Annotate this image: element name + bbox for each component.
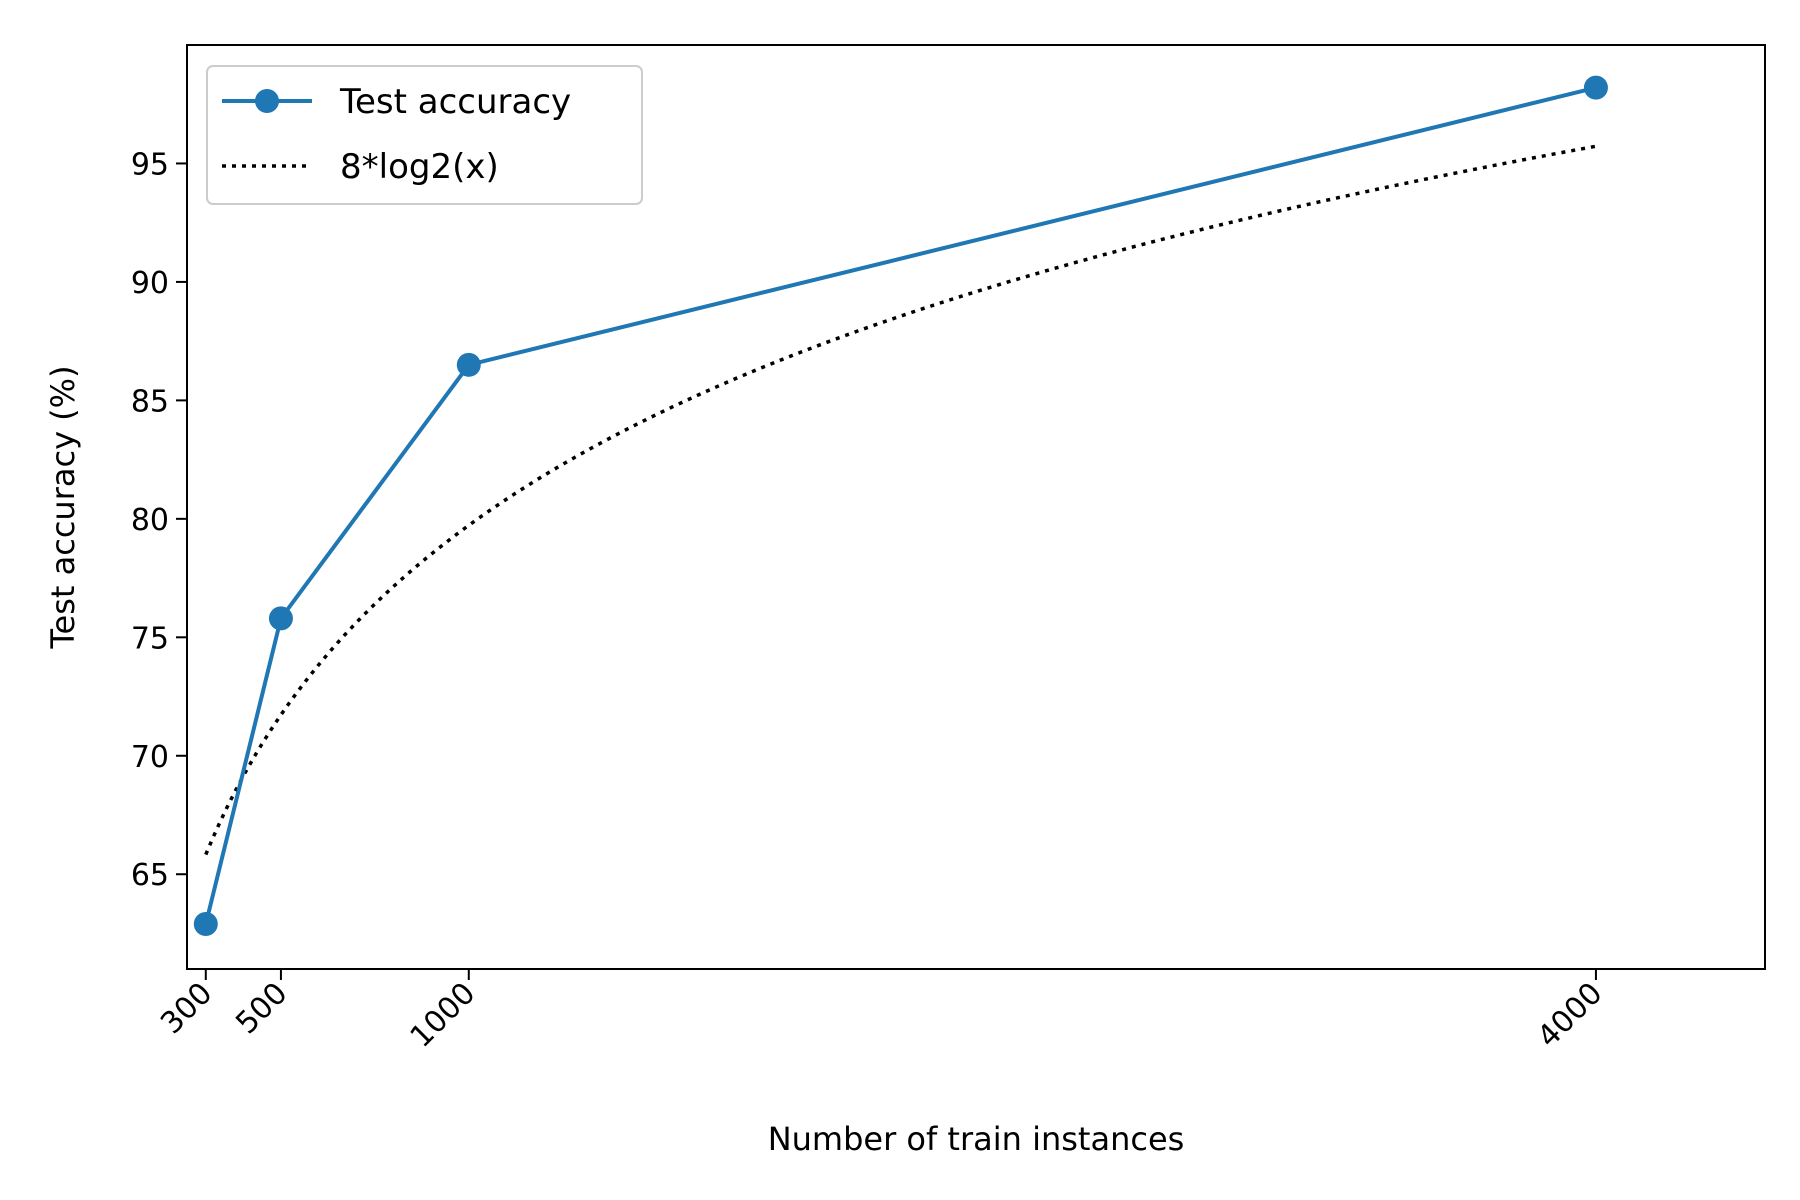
series-layer — [193, 75, 1608, 936]
legend-label-log-fit: 8*log2(x) — [340, 147, 499, 187]
x-tick-label: 4000 — [1531, 976, 1610, 1055]
x-axis-label: Number of train instances — [768, 1120, 1185, 1158]
x-tick-label: 500 — [229, 976, 294, 1041]
y-tick-label: 80 — [131, 503, 169, 538]
y-tick-label: 85 — [131, 384, 169, 419]
data-point-test-accuracy — [1583, 75, 1608, 100]
y-tick-label: 95 — [131, 147, 169, 182]
legend: Test accuracy 8*log2(x) — [206, 65, 643, 205]
y-tick-label: 75 — [131, 621, 169, 656]
y-axis-label: Test accuracy (%) — [44, 365, 82, 649]
ticks-layer: 300 500 1000 4000 65 70 75 80 85 90 95 — [131, 147, 1610, 1054]
y-tick-label: 90 — [131, 266, 169, 301]
legend-marker-test-accuracy — [255, 89, 279, 113]
series-line-test-accuracy — [203, 85, 1597, 925]
data-point-test-accuracy — [268, 606, 293, 631]
y-tick-label: 70 — [131, 740, 169, 775]
legend-label-test-accuracy: Test accuracy — [339, 82, 571, 122]
plot-frame — [186, 44, 1766, 970]
y-tick-label: 65 — [131, 858, 169, 893]
legend-box — [206, 65, 643, 205]
data-point-test-accuracy — [193, 911, 218, 936]
x-tick-label: 1000 — [404, 976, 483, 1055]
x-tick-label: 300 — [154, 976, 219, 1041]
series-line-log-fit — [204, 144, 1597, 856]
data-point-test-accuracy — [456, 352, 481, 377]
